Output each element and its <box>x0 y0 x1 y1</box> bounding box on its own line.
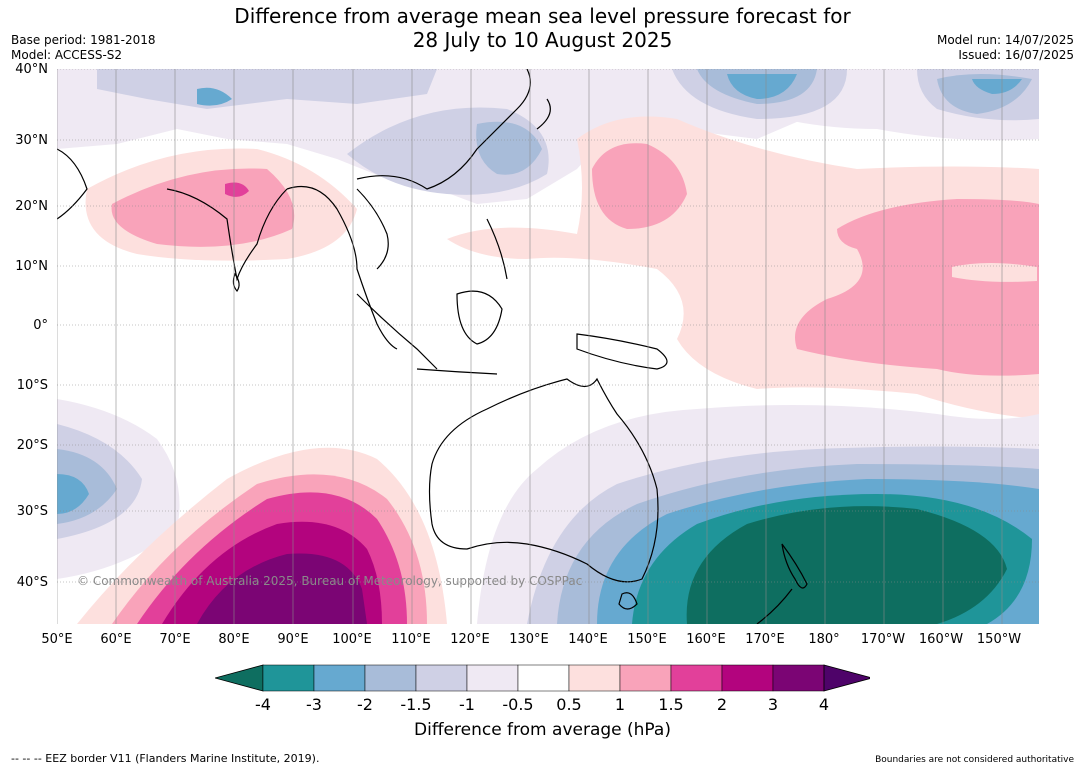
lat-label-30n: 30°N <box>15 133 48 148</box>
anomaly-region-india-high-max <box>225 182 249 197</box>
lat-label-10n: 10°N <box>15 259 48 274</box>
coastline-india <box>166 188 288 282</box>
lat-label-20n: 20°N <box>15 199 48 214</box>
lon-label-70e: 70°E <box>159 632 191 647</box>
anomaly-region-equatorial-high-inner <box>952 263 1037 282</box>
anomaly-region-south-indian-high-5 <box>197 553 367 624</box>
colorbar-segment <box>262 664 315 692</box>
anomaly-region-equatorial-high-core <box>795 199 1039 376</box>
lon-label-100e: 100°E <box>332 632 372 647</box>
boundaries-disclaimer: Boundaries are not considered authoritat… <box>875 755 1074 765</box>
lon-label-170e: 170°E <box>745 632 785 647</box>
coastlines <box>57 69 808 624</box>
colorbar-arrow-low <box>215 664 264 692</box>
lon-label-150e: 150°E <box>627 632 667 647</box>
anomaly-region-sw-indian-low-4 <box>57 474 89 514</box>
pressure-anomaly-map <box>57 69 1039 624</box>
coastline-indochina <box>356 188 389 270</box>
meta-left: Base period: 1981-2018 Model: ACCESS-S2 <box>11 33 156 63</box>
lon-label-180: 180° <box>808 632 840 647</box>
colorbar-tick-m3: -3 <box>306 695 322 714</box>
model-run: Model run: 14/07/2025 <box>936 33 1074 47</box>
colorbar-tick-1-5: 1.5 <box>658 695 684 714</box>
colorbar-arrow-high <box>823 664 870 692</box>
colorbar-segment <box>721 664 774 692</box>
colorbar-segment <box>517 664 570 692</box>
lon-label-120e: 120°E <box>450 632 490 647</box>
lon-label-160e: 160°E <box>686 632 726 647</box>
colorbar-segment <box>364 664 417 692</box>
lat-label-40s: 40°S <box>16 575 48 590</box>
lon-label-140e: 140°E <box>568 632 608 647</box>
lon-label-170w: 170°W <box>860 632 906 647</box>
colorbar-tick-m0-5: -0.5 <box>502 695 534 714</box>
lon-label-160w: 160°W <box>918 632 964 647</box>
lon-label-80e: 80°E <box>218 632 250 647</box>
lat-label-10s: 10°S <box>16 378 48 393</box>
colorbar-segment <box>619 664 672 692</box>
lon-label-150w: 150°W <box>976 632 1022 647</box>
lat-label-40n: 40°N <box>15 62 48 77</box>
coastline-philippines <box>486 218 508 280</box>
lon-label-130e: 130°E <box>509 632 549 647</box>
coastline-arabia <box>57 148 88 220</box>
coastline-tasmania <box>618 592 638 610</box>
colorbar <box>215 664 870 692</box>
lon-label-110e: 110°E <box>391 632 431 647</box>
colorbar-segment <box>772 664 825 692</box>
coastline-southeast-asia <box>286 185 398 350</box>
coastline-australia <box>428 377 659 583</box>
colorbar-tick-2: 2 <box>716 695 728 714</box>
colorbar-title: Difference from average (hPa) <box>414 720 671 740</box>
anomaly-region-north-pacific-low-4 <box>727 74 797 99</box>
model-name: Model: ACCESS-S2 <box>11 48 123 62</box>
coastline-java <box>416 368 498 375</box>
coastline-sri-lanka <box>232 272 240 292</box>
colorbar-segment <box>568 664 621 692</box>
lat-label-20s: 20°S <box>16 438 48 453</box>
colorbar-tick-0-5: 0.5 <box>556 695 582 714</box>
coastline-borneo <box>456 290 503 345</box>
eez-legend: -- -- -- EEZ border V11 (Flanders Marine… <box>11 752 320 765</box>
lat-label-0: 0° <box>33 318 48 333</box>
colorbar-tick-m2: -2 <box>357 695 373 714</box>
colorbar-segment <box>415 664 468 692</box>
anomaly-region-tasman-low-core <box>686 506 1007 624</box>
copyright-notice: © Commonwealth of Australia 2025, Bureau… <box>77 574 583 588</box>
title-line-1: Difference from average mean sea level p… <box>234 4 851 28</box>
lon-label-90e: 90°E <box>277 632 309 647</box>
lon-label-50e: 50°E <box>41 632 73 647</box>
anomaly-region-ne-pacific-core-2 <box>972 79 1022 94</box>
meta-right: Model run: 14/07/2025 Issued: 16/07/2025 <box>937 33 1074 63</box>
colorbar-tick-m1: -1 <box>459 695 475 714</box>
colorbar-segment <box>313 664 366 692</box>
meridians <box>57 69 1003 624</box>
coastline-new-guinea <box>576 333 668 370</box>
colorbar-segments <box>215 664 870 692</box>
coastline-sumatra <box>356 293 438 370</box>
anomaly-region-subtropical-high-core <box>592 143 687 229</box>
anomaly-region-himalaya-core <box>197 87 232 106</box>
anomaly-region-himalaya-low <box>97 69 437 109</box>
map-title: Difference from average mean sea level p… <box>0 4 1085 52</box>
base-period: Base period: 1981-2018 <box>11 33 156 47</box>
colorbar-tick-4: 4 <box>818 695 830 714</box>
coastline-new-zealand-north <box>781 543 808 589</box>
lat-label-30s: 30°S <box>16 504 48 519</box>
colorbar-segment <box>466 664 519 692</box>
title-line-2: 28 July to 10 August 2025 <box>412 28 673 52</box>
colorbar-segment <box>670 664 723 692</box>
coastline-china <box>356 69 531 190</box>
issued-date: Issued: 16/07/2025 <box>958 48 1074 62</box>
colorbar-tick-m4: -4 <box>255 695 271 714</box>
anomaly-region-china-low-core <box>476 121 542 175</box>
coastline-japan <box>536 98 551 130</box>
colorbar-tick-3: 3 <box>767 695 779 714</box>
colorbar-tick-m1-5: -1.5 <box>400 695 432 714</box>
coastline-new-zealand-south <box>756 588 793 624</box>
colorbar-tick-1: 1 <box>614 695 626 714</box>
lon-label-60e: 60°E <box>100 632 132 647</box>
anomaly-region-india-high-core <box>111 168 295 247</box>
